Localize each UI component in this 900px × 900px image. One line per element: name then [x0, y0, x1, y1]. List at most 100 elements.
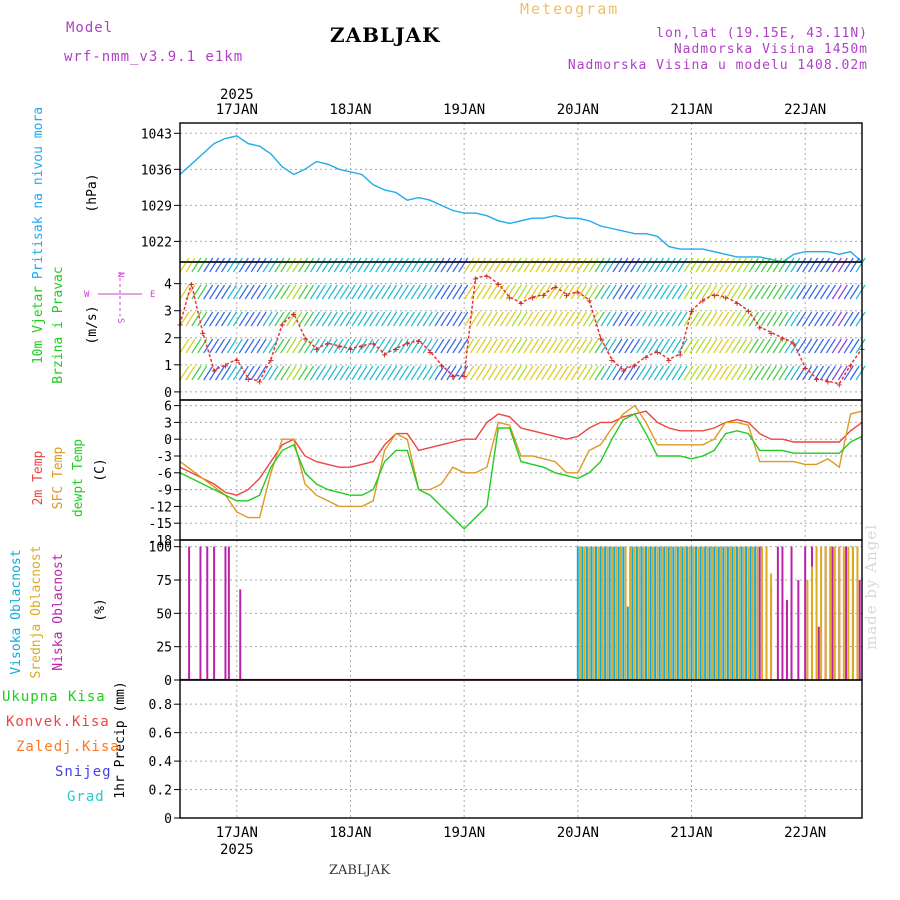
wind-barb [760, 365, 771, 381]
wind-barb [232, 311, 243, 327]
wind-barb [292, 311, 303, 327]
wind-barb [209, 257, 220, 273]
wind-barb [541, 311, 552, 327]
wind-barb [327, 338, 338, 354]
y-tick-label: 25 [156, 641, 172, 656]
wind-barb [256, 257, 267, 273]
series-line [179, 413, 863, 530]
wind-barb [392, 338, 404, 354]
wind-barb [221, 311, 232, 327]
wind-barb [428, 284, 439, 300]
wind-marker: + [507, 293, 513, 304]
compass-east: E [150, 290, 155, 300]
wind-barb [701, 311, 712, 327]
wind-barb [636, 257, 647, 273]
wind-marker: + [563, 290, 569, 301]
wind-barb [855, 257, 866, 273]
wind-barb [553, 365, 564, 381]
wind-barb [464, 311, 475, 327]
wind-barb [725, 257, 736, 273]
wind-barb [713, 338, 724, 354]
wind-barb [849, 257, 860, 273]
wind-barb [855, 311, 866, 327]
wind-barb [754, 365, 765, 381]
wind-barb [808, 365, 819, 381]
wind-barb [778, 365, 789, 381]
wind-barb [410, 257, 421, 273]
wind-barb [606, 284, 617, 300]
wind-barb [357, 311, 368, 327]
wind-barb [576, 338, 587, 354]
wind-speed-line [179, 274, 863, 385]
ylabel-wind-sub: Brzina i Pravac [51, 266, 66, 383]
top-day-label: 21JAN [670, 102, 712, 118]
wind-barb [256, 365, 267, 381]
wind-barb [191, 257, 202, 273]
panel-frame [179, 399, 863, 541]
wind-barb [647, 338, 659, 354]
wind-barb [381, 257, 392, 273]
wind-barb [689, 365, 700, 381]
wind-barb [594, 311, 605, 327]
y-tick-label: 0 [164, 433, 172, 448]
wind-barb [256, 284, 267, 300]
wind-barb [707, 365, 718, 381]
wind-barb [819, 284, 830, 300]
wind-barb [725, 365, 736, 381]
bottom-day-label: 18JAN [329, 825, 371, 841]
wind-barb [695, 311, 706, 327]
wind-marker: + [643, 353, 649, 364]
wind-barb [280, 257, 291, 273]
wind-barb [736, 284, 747, 300]
wind-barb [446, 257, 457, 273]
wind-barb [298, 311, 309, 327]
model-label: Model [66, 20, 114, 36]
wind-barb [398, 311, 409, 327]
wind-marker: + [404, 339, 410, 350]
wind-barb [327, 311, 338, 327]
wind-barb [754, 257, 765, 273]
wind-barb [203, 257, 214, 273]
wind-barb [197, 257, 208, 273]
wind-barb [458, 365, 469, 381]
wind-barb [689, 257, 700, 273]
wind-barb [250, 338, 261, 354]
wind-marker: + [222, 361, 228, 372]
y-tick-label: 0 [164, 812, 172, 827]
wind-barb [689, 311, 700, 327]
wind-barb [570, 338, 581, 354]
wind-barb [559, 257, 570, 273]
wind-barb [754, 338, 765, 354]
wind-barb [416, 365, 427, 381]
wind-barb [814, 257, 825, 273]
wind-barb [416, 284, 427, 300]
wind-barb [695, 338, 706, 354]
wind-barb [790, 257, 801, 273]
wind-barb [523, 257, 534, 273]
wind-barb [772, 311, 783, 327]
wind-barb [481, 338, 492, 354]
wind-barb [594, 257, 605, 273]
wind-marker: + [745, 307, 751, 318]
wind-barb [505, 338, 516, 354]
wind-barb [452, 338, 463, 354]
wind-barb [428, 338, 439, 354]
wind-barb [387, 284, 398, 300]
wind-barb [819, 365, 830, 381]
wind-barb [232, 284, 243, 300]
wind-barb [440, 257, 451, 273]
footer-station: ZABLJAK [329, 863, 390, 878]
wind-barb [825, 311, 836, 327]
wind-barb [440, 284, 451, 300]
wind-barb [582, 365, 593, 381]
wind-barb [434, 311, 445, 327]
wind-barb [232, 338, 243, 354]
wind-barb [541, 284, 552, 300]
wind-barb [814, 311, 825, 327]
wind-barb [517, 338, 528, 354]
bottom-day-label: 17JAN [216, 825, 258, 841]
wind-barb [784, 311, 795, 327]
wind-barb [778, 338, 789, 354]
wind-barb [434, 365, 445, 381]
wind-barb [653, 284, 664, 300]
